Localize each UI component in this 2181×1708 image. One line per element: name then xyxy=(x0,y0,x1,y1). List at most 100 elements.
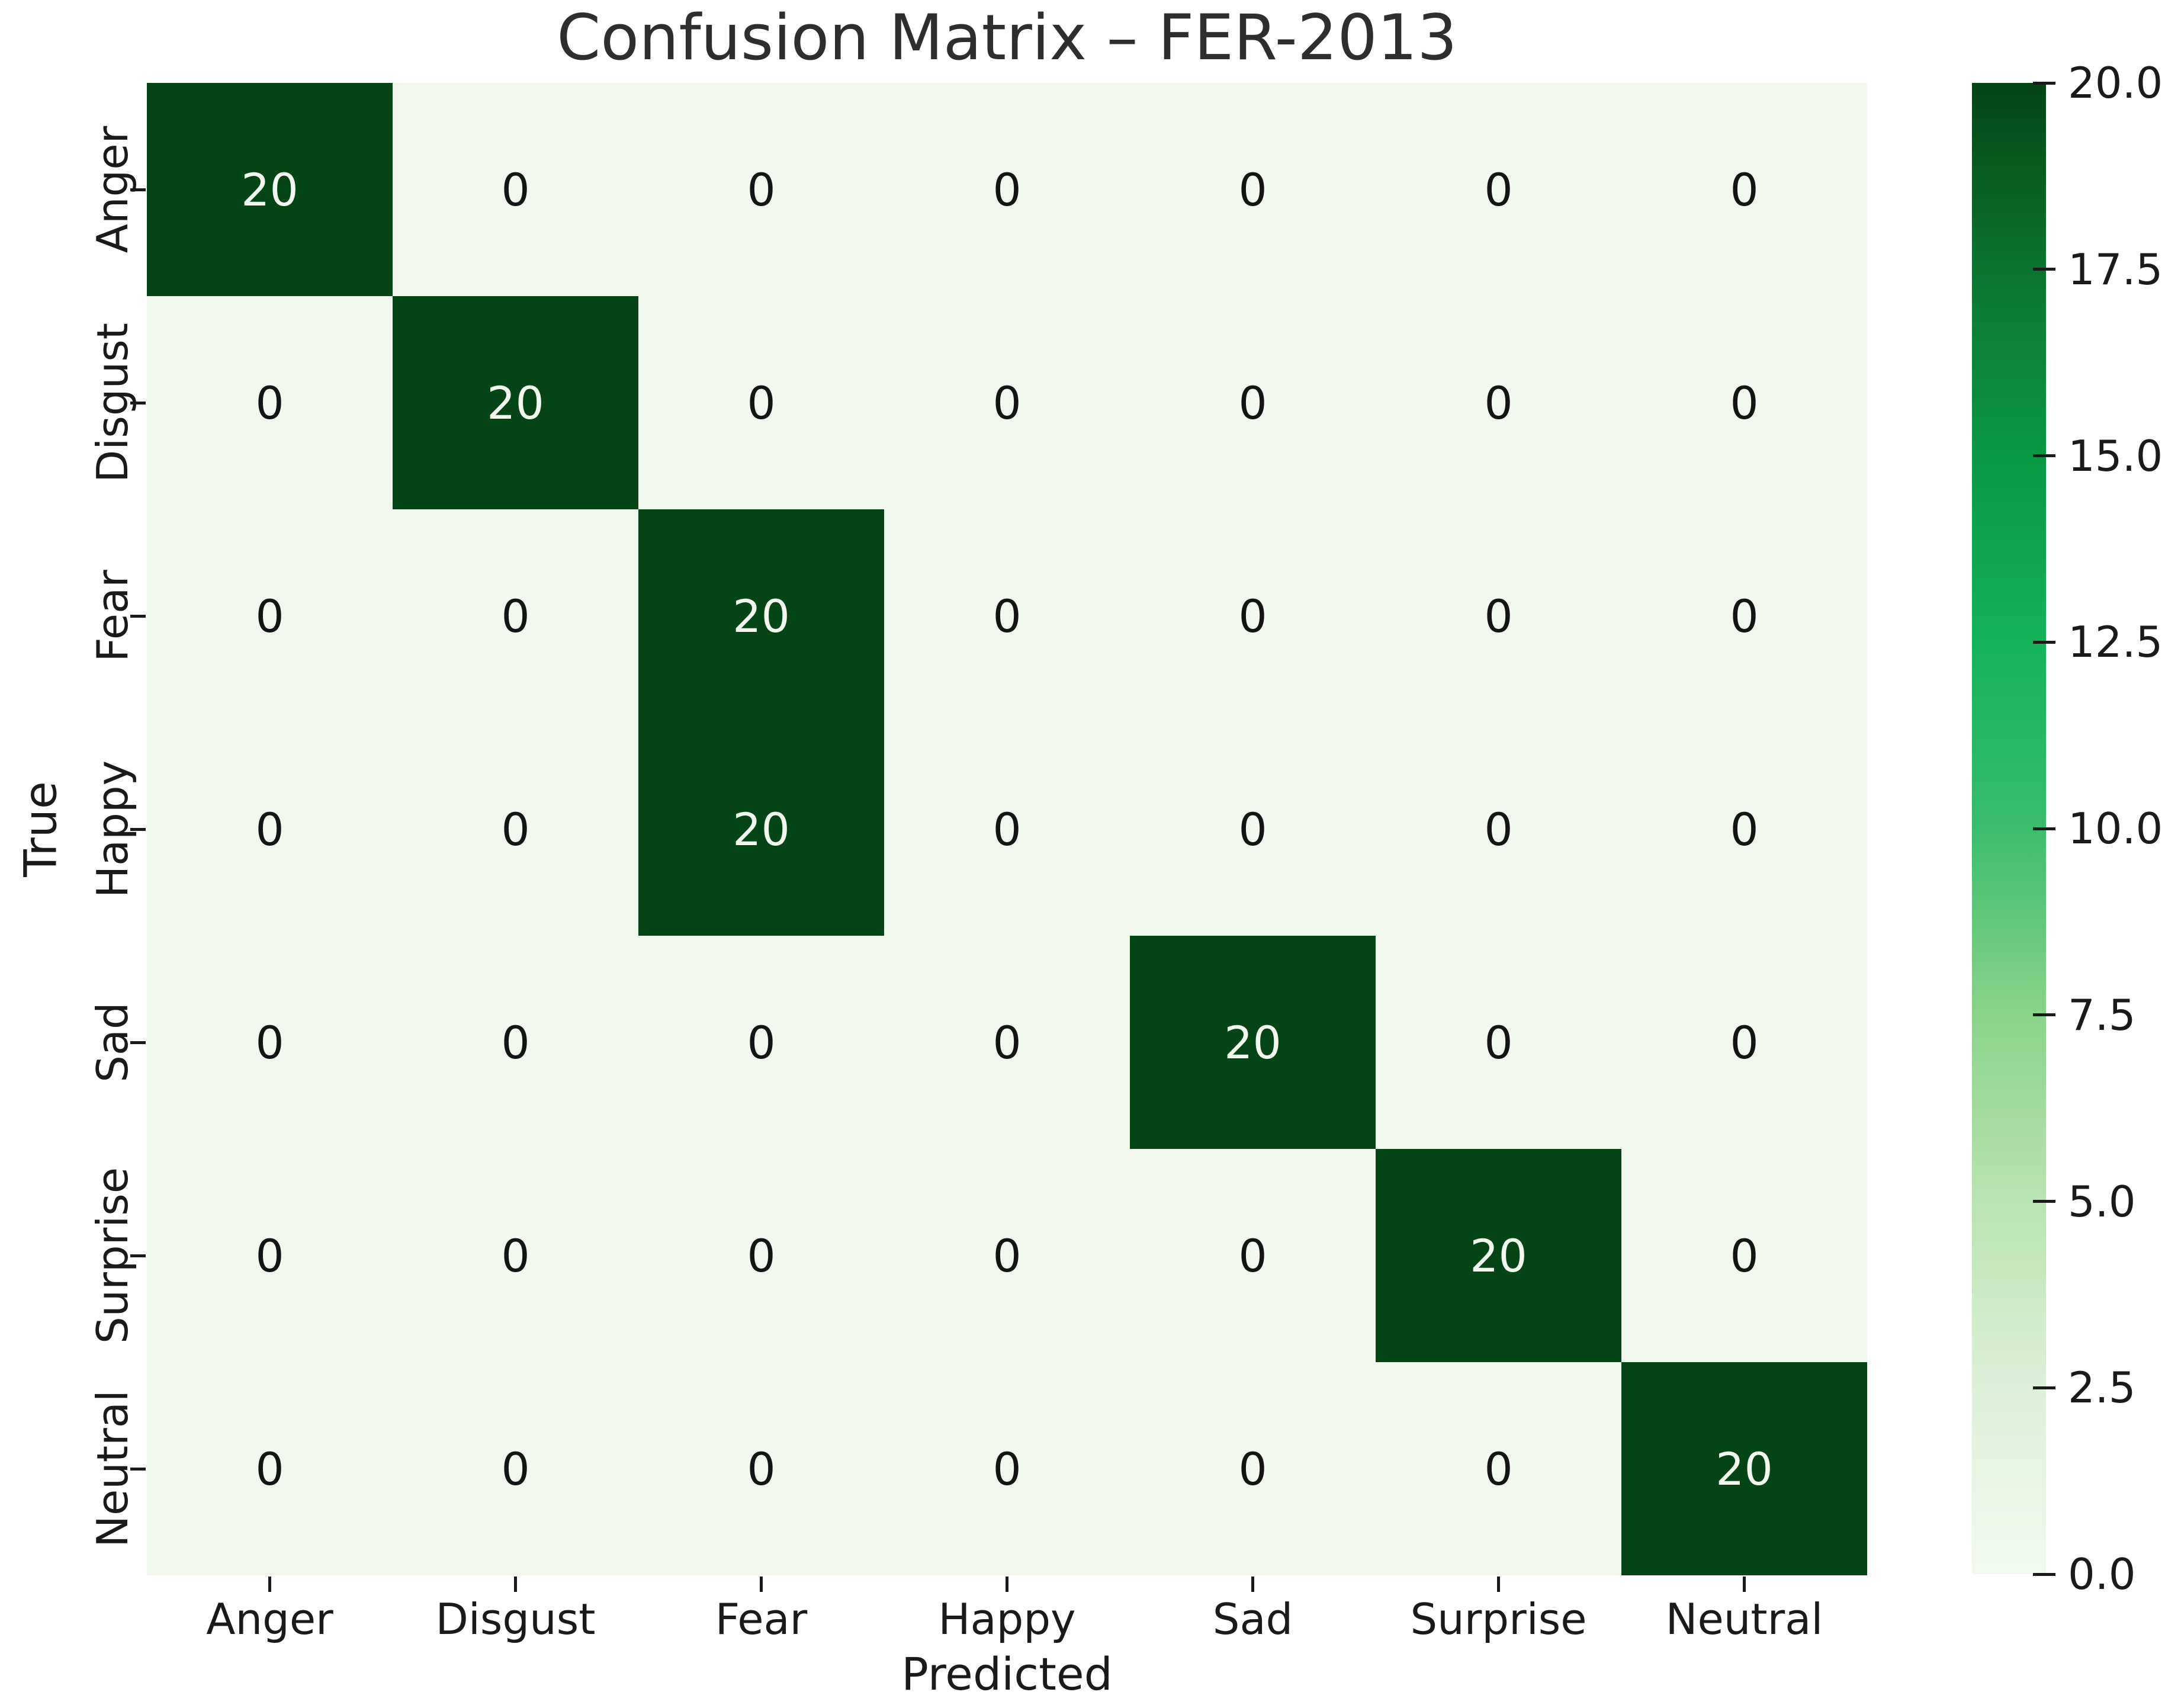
cell-value: 0 xyxy=(992,1016,1022,1069)
cell-value: 20 xyxy=(733,802,790,856)
cell-value: 0 xyxy=(992,802,1022,856)
y-tick-label: Sad xyxy=(88,1002,137,1083)
heatmap-cell: 0 xyxy=(884,1149,1130,1362)
x-axis-label: Predicted xyxy=(901,1648,1113,1700)
heatmap-cell: 0 xyxy=(1376,1362,1621,1575)
y-tickmark xyxy=(130,188,146,191)
colorbar-tick-label: 7.5 xyxy=(2068,990,2136,1040)
cell-value: 0 xyxy=(747,376,776,429)
colorbar-tick-label: 20.0 xyxy=(2068,58,2163,108)
x-tickmark xyxy=(1006,1577,1008,1592)
colorbar-tickmark xyxy=(2033,640,2055,644)
heatmap-cell: 0 xyxy=(147,1149,393,1362)
colorbar-tick-label: 12.5 xyxy=(2068,617,2163,667)
heatmap-cell: 0 xyxy=(147,296,393,509)
x-tickmark xyxy=(760,1577,763,1592)
cell-value: 0 xyxy=(255,589,284,643)
cell-value: 0 xyxy=(1238,1442,1267,1495)
cell-value: 0 xyxy=(1484,1016,1513,1069)
y-tickmark xyxy=(130,1254,146,1257)
colorbar-tickmark xyxy=(2033,454,2055,457)
cell-value: 0 xyxy=(747,1229,776,1282)
y-tick-label: Happy xyxy=(88,760,137,898)
cell-value: 0 xyxy=(255,1016,284,1069)
colorbar-tick-label: 10.0 xyxy=(2068,804,2163,853)
heatmap-cell: 20 xyxy=(1130,936,1376,1149)
heatmap-cell: 0 xyxy=(1130,1149,1376,1362)
chart-title: Confusion Matrix – FER-2013 xyxy=(557,1,1457,74)
x-tick-label: Surprise xyxy=(1410,1594,1587,1644)
cell-value: 0 xyxy=(1730,802,1759,856)
cell-value: 0 xyxy=(501,802,530,856)
cell-value: 0 xyxy=(255,376,284,429)
y-axis-label: True xyxy=(14,781,67,877)
cell-value: 0 xyxy=(992,1442,1022,1495)
heatmap-cell: 0 xyxy=(638,936,884,1149)
heatmap-cell: 20 xyxy=(1376,1149,1621,1362)
cell-value: 0 xyxy=(1484,163,1513,216)
cell-value: 0 xyxy=(747,163,776,216)
y-tickmark xyxy=(130,827,146,831)
heatmap-cell: 0 xyxy=(393,936,638,1149)
heatmap-cell: 0 xyxy=(1376,509,1621,723)
cell-value: 0 xyxy=(255,1229,284,1282)
cell-value: 0 xyxy=(1730,1229,1759,1282)
cell-value: 0 xyxy=(255,1442,284,1495)
heatmap-cell: 0 xyxy=(1376,936,1621,1149)
cell-value: 0 xyxy=(1484,376,1513,429)
heatmap-cell: 0 xyxy=(393,1149,638,1362)
cell-value: 0 xyxy=(992,376,1022,429)
cell-value: 20 xyxy=(1224,1016,1281,1069)
x-tickmark xyxy=(1743,1577,1746,1592)
cell-value: 0 xyxy=(501,163,530,216)
cell-value: 0 xyxy=(1238,376,1267,429)
y-tickmark xyxy=(130,1041,146,1044)
colorbar-tick-label: 17.5 xyxy=(2068,244,2163,294)
y-tick-label: Fear xyxy=(88,570,137,662)
cell-value: 0 xyxy=(747,1016,776,1069)
heatmap-cell: 0 xyxy=(393,509,638,723)
cell-value: 0 xyxy=(1238,163,1267,216)
cell-value: 0 xyxy=(1730,1016,1759,1069)
cell-value: 20 xyxy=(241,163,298,216)
y-tickmark xyxy=(130,401,146,404)
heatmap-cell: 0 xyxy=(147,723,393,936)
heatmap-cell: 0 xyxy=(1130,723,1376,936)
heatmap-cell: 0 xyxy=(1130,83,1376,296)
heatmap-grid: 20 0 0 0 0 0 0 0 20 0 0 0 0 0 0 0 20 0 0 0 0 0 0 20 0 0 0 0 0 0 0 0 20 0 0… xyxy=(147,83,1867,1575)
heatmap-cell: 0 xyxy=(1621,509,1867,723)
y-tick-label: Neutral xyxy=(88,1390,137,1548)
colorbar-tickmark xyxy=(2033,827,2055,830)
heatmap-cell: 0 xyxy=(393,723,638,936)
colorbar-tickmark xyxy=(2033,1386,2055,1389)
cell-value: 0 xyxy=(1238,589,1267,643)
x-tick-label: Disgust xyxy=(435,1594,596,1644)
cell-value: 0 xyxy=(501,1016,530,1069)
cell-value: 0 xyxy=(501,589,530,643)
cell-value: 20 xyxy=(1470,1229,1527,1282)
heatmap-cell: 0 xyxy=(638,1362,884,1575)
heatmap-cell: 0 xyxy=(147,936,393,1149)
x-tick-label: Anger xyxy=(206,1594,333,1644)
heatmap-cell: 0 xyxy=(1621,83,1867,296)
x-tickmark xyxy=(514,1577,517,1592)
heatmap-cell: 0 xyxy=(884,723,1130,936)
cell-value: 0 xyxy=(1730,589,1759,643)
heatmap-cell: 0 xyxy=(638,83,884,296)
y-tickmark xyxy=(130,1467,146,1471)
cell-value: 0 xyxy=(255,802,284,856)
heatmap-cell: 0 xyxy=(1376,296,1621,509)
colorbar-tick-label: 5.0 xyxy=(2068,1176,2136,1227)
colorbar-tick-label: 15.0 xyxy=(2068,431,2163,481)
heatmap-cell: 20 xyxy=(393,296,638,509)
cell-value: 0 xyxy=(1730,376,1759,429)
heatmap-cell: 0 xyxy=(638,1149,884,1362)
colorbar-tick-label: 0.0 xyxy=(2068,1549,2136,1599)
heatmap-cell: 0 xyxy=(1376,83,1621,296)
heatmap-cell: 20 xyxy=(1621,1362,1867,1575)
colorbar-tickmark xyxy=(2033,81,2055,85)
cell-value: 20 xyxy=(487,376,544,429)
cell-value: 0 xyxy=(992,1229,1022,1282)
heatmap-cell: 0 xyxy=(884,936,1130,1149)
